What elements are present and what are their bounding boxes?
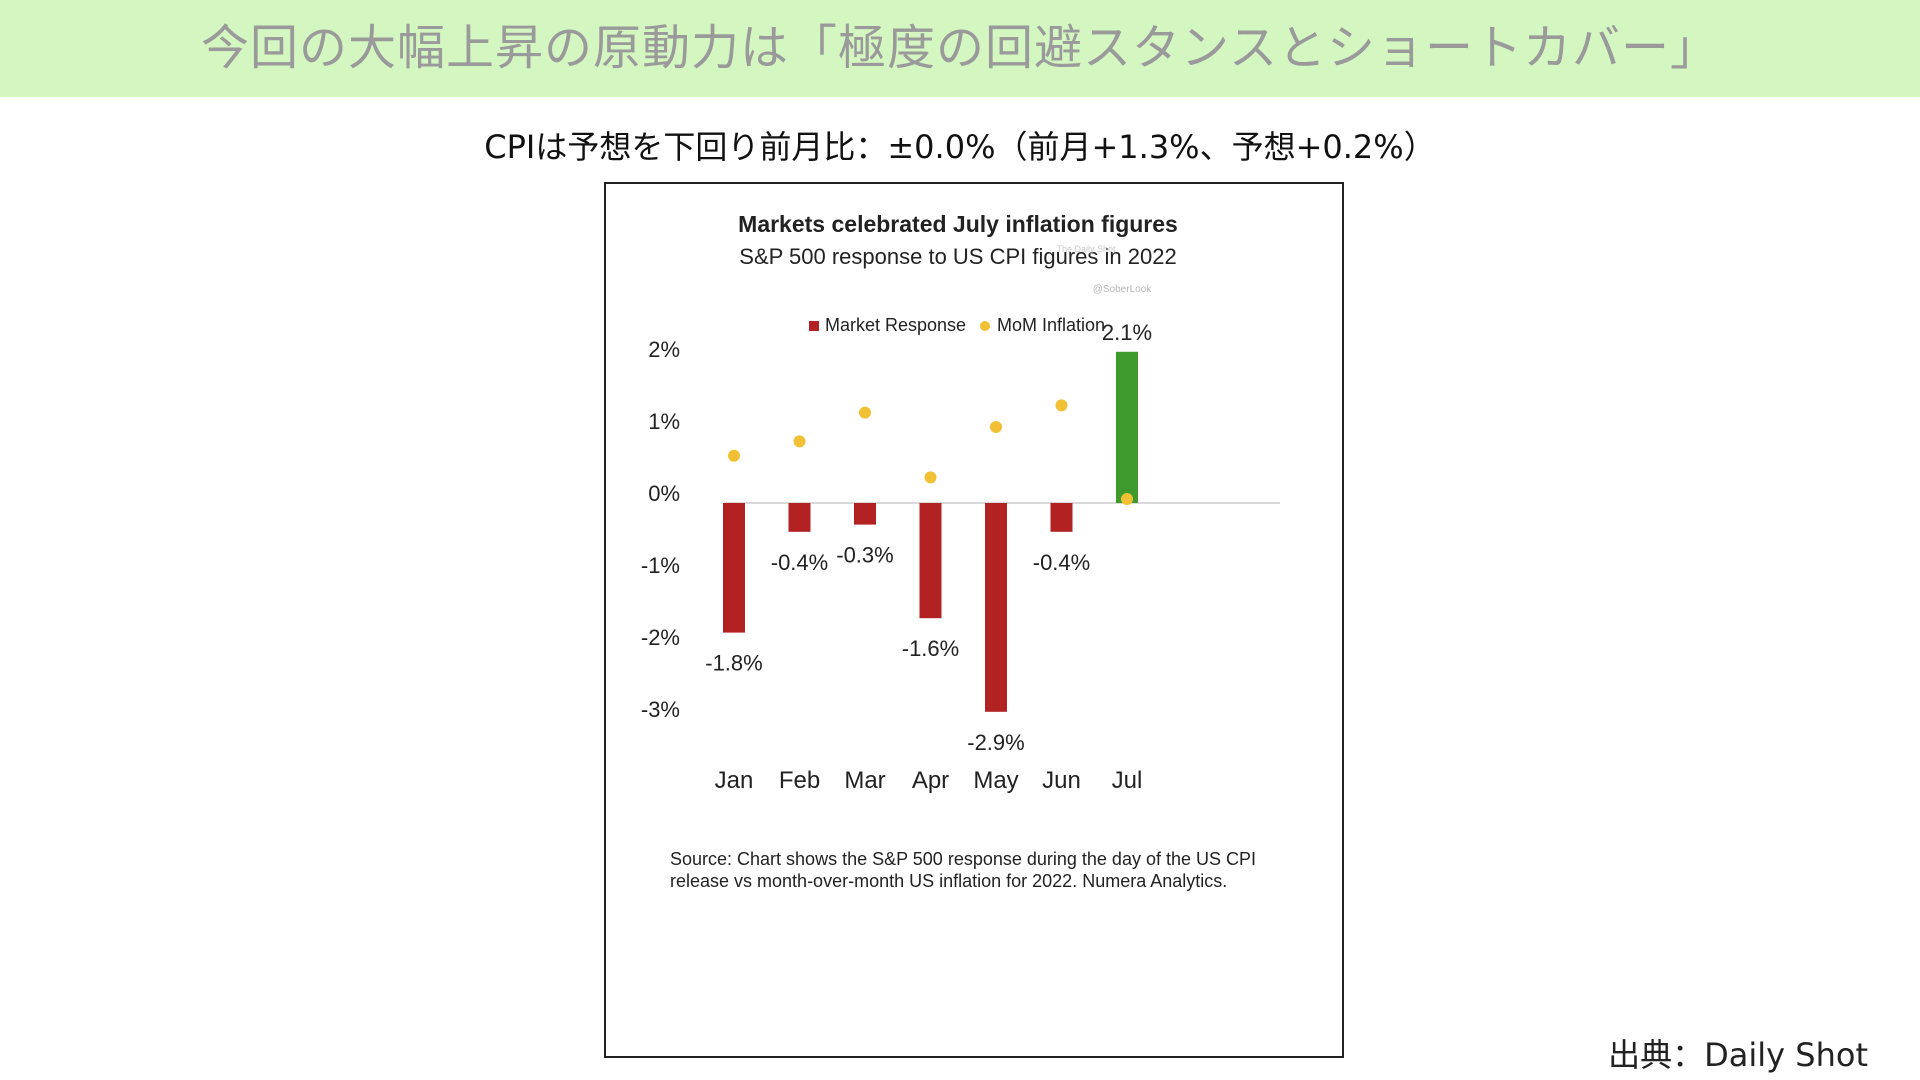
market-response-bars: [723, 351, 1138, 712]
slide-title: 今回の大幅上昇の原動力は「極度の回避スタンスとショートカバー」: [200, 20, 1720, 76]
bar-label-may: -2.9%: [967, 730, 1024, 755]
bar-jun: [1050, 503, 1073, 532]
chart-legend: Market Response MoM Inflation: [809, 315, 1105, 335]
legend-label-mom-inflation: MoM Inflation: [997, 315, 1105, 335]
bar-value-labels: -1.8% -0.4% -0.3% -1.6% -2.9% -0.4% 2.1%: [705, 320, 1152, 755]
legend-label-market-response: Market Response: [825, 315, 966, 335]
bar-jan: [723, 503, 745, 633]
x-tick-label-jul: Jul: [1112, 767, 1143, 794]
chart-subtitle: S&P 500 response to US CPI figures in 20…: [739, 244, 1176, 269]
inflation-dot-may: [990, 421, 1002, 433]
legend-swatch-mom-inflation: [980, 321, 990, 331]
x-axis: Jan Feb Mar Apr May Jun Jul: [715, 767, 1143, 794]
bar-label-jun: -0.4%: [1033, 550, 1090, 575]
bar-feb: [788, 503, 811, 532]
bar-label-mar: -0.3%: [836, 543, 893, 568]
chart-source-note-line-2: release vs month-over-month US inflation…: [670, 871, 1227, 891]
y-tick-label: -2%: [641, 625, 680, 650]
inflation-dot-mar: [859, 406, 871, 419]
bar-apr: [919, 503, 942, 619]
x-tick-label-feb: Feb: [779, 767, 820, 794]
bar-may: [985, 503, 1007, 712]
inflation-dot-apr: [924, 471, 937, 484]
watermark-line-1: The Daily Shot: [1056, 244, 1116, 254]
chart-figure: Markets celebrated July inflation figure…: [641, 211, 1280, 891]
x-tick-label-apr: Apr: [912, 767, 949, 794]
x-tick-label-jun: Jun: [1042, 767, 1081, 794]
chart-frame: Markets celebrated July inflation figure…: [604, 182, 1344, 1058]
y-tick-label: 1%: [648, 409, 680, 434]
x-tick-label-jan: Jan: [715, 767, 754, 794]
bar-jul: [1116, 351, 1138, 503]
inflation-dot-jul: [1121, 493, 1133, 505]
source-credit: 出典：Daily Shot: [1608, 1036, 1868, 1074]
mom-inflation-dots: [728, 399, 1133, 505]
watermark-line-2: @SoberLook: [1093, 284, 1153, 295]
y-tick-label: 2%: [648, 337, 680, 362]
chart-source-note-line-1: Source: Chart shows the S&P 500 response…: [670, 849, 1256, 869]
bar-label-jan: -1.8%: [705, 651, 762, 676]
inflation-dot-jan: [728, 449, 740, 462]
inflation-dot-feb: [793, 435, 806, 448]
y-axis: 2% 1% 0% -1% -2% -3%: [641, 337, 680, 722]
y-tick-label: 0%: [648, 481, 680, 506]
bar-label-apr: -1.6%: [902, 636, 959, 661]
y-tick-label: -1%: [641, 553, 680, 578]
header-band: [0, 0, 1920, 97]
bar-mar: [854, 503, 876, 525]
x-tick-label-may: May: [973, 767, 1018, 794]
x-tick-label-mar: Mar: [844, 767, 885, 794]
slide-subheading: CPIは予想を下回り前月比：±0.0%（前月+1.3%、予想+0.2%）: [484, 128, 1436, 166]
y-tick-label: -3%: [641, 697, 680, 722]
legend-swatch-market-response: [809, 321, 819, 331]
bar-label-feb: -0.4%: [771, 550, 828, 575]
inflation-dot-jun: [1055, 399, 1068, 412]
chart-title: Markets celebrated July inflation figure…: [738, 211, 1178, 237]
bar-label-jul: 2.1%: [1102, 320, 1152, 345]
